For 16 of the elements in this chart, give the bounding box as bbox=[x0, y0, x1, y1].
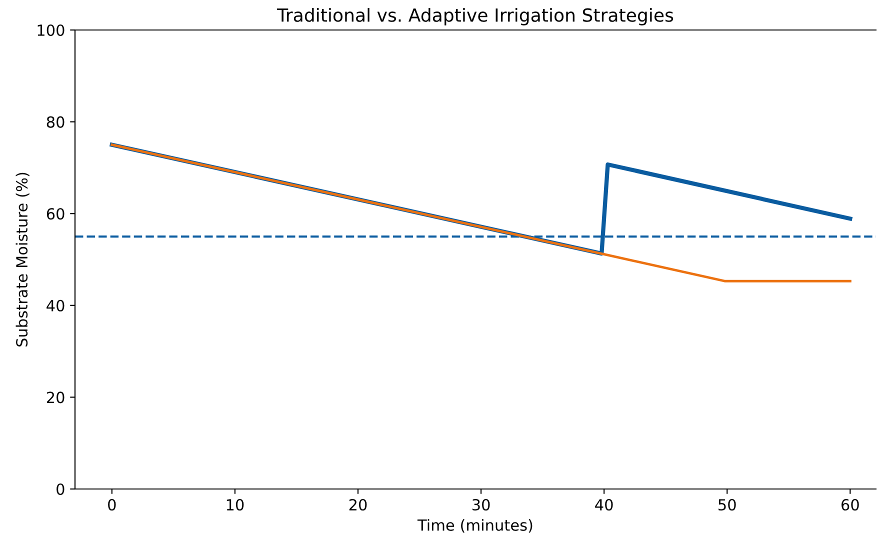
y-tick-label: 40 bbox=[46, 300, 64, 312]
x-tick-label: 30 bbox=[472, 498, 490, 511]
x-tick-label: 10 bbox=[226, 498, 244, 511]
x-tick-label: 20 bbox=[349, 498, 367, 511]
x-tick-label: 0 bbox=[108, 498, 116, 511]
x-tick-label: 50 bbox=[718, 498, 736, 511]
x-tick-label: 60 bbox=[842, 498, 859, 511]
x-axis-title: Time (minutes) bbox=[417, 519, 532, 533]
y-tick-label: 100 bbox=[38, 24, 64, 36]
y-tick-label: 80 bbox=[46, 116, 64, 128]
y-tick-label: 0 bbox=[56, 483, 64, 496]
x-tick-label: 40 bbox=[595, 498, 613, 511]
y-tick-label: 20 bbox=[46, 392, 64, 404]
y-tick-label: 60 bbox=[46, 208, 64, 220]
chart-title: Traditional vs. Adaptive Irrigation Strategies bbox=[277, 8, 674, 26]
y-axis-title: Substrate Moisture (%) bbox=[16, 172, 30, 346]
